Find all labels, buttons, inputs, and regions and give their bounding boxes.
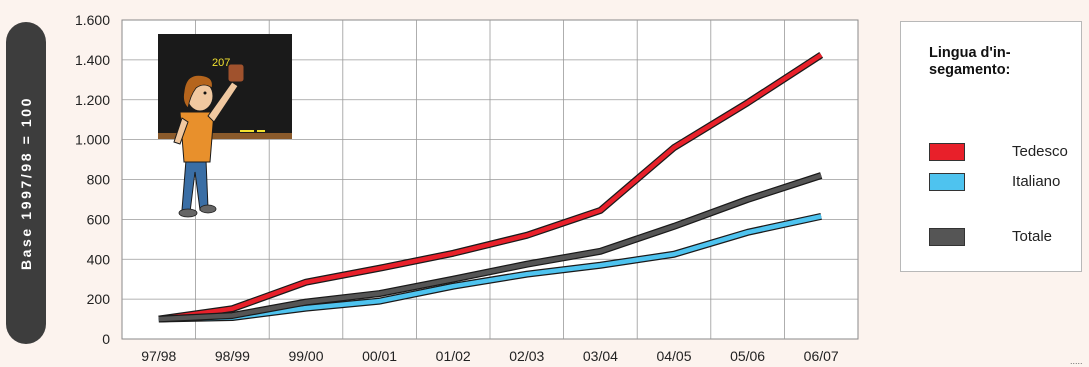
x-tick-label: 02/03	[509, 348, 544, 364]
x-tick-label: 00/01	[362, 348, 397, 364]
footer-mark: .....	[1070, 356, 1083, 366]
x-tick-label: 01/02	[436, 348, 471, 364]
legend-swatch-tedesco	[929, 143, 965, 161]
series-line-totale	[158, 173, 822, 322]
y-tick-labels: 0 200 400 600 800 1.000 1.200 1.400 1.600	[75, 12, 110, 347]
y-tick-label: 200	[87, 291, 111, 307]
x-tick-label: 03/04	[583, 348, 618, 364]
y-tick-label: 1.600	[75, 12, 110, 28]
legend-swatch-italiano	[929, 173, 965, 191]
y-tick-label: 0	[102, 331, 110, 347]
svg-text:207: 207	[212, 57, 230, 69]
y-tick-label: 800	[87, 172, 111, 188]
series-lines	[158, 51, 824, 323]
legend-swatch-totale	[929, 228, 965, 246]
y-tick-label: 600	[87, 211, 111, 227]
legend-label-tedesco: Tedesco	[1012, 143, 1068, 160]
y-tick-label: 1.000	[75, 132, 110, 148]
x-tick-labels: 97/98 98/99 99/00 00/01 01/02 02/03 03/04 04/05…	[141, 348, 839, 364]
legend-label-italiano: Italiano	[1012, 173, 1061, 190]
legend-label-totale: Totale	[1012, 228, 1053, 245]
y-tick-label: 1.200	[75, 92, 110, 108]
x-tick-label: 97/98	[141, 348, 176, 364]
series-line-italiano	[158, 214, 822, 322]
y-tick-label: 1.400	[75, 52, 110, 68]
legend: Lingua d'in-segamento: Tedesco Italiano …	[900, 21, 1082, 272]
x-tick-label: 05/06	[730, 348, 765, 364]
teacher-illustration: 207	[158, 34, 292, 218]
y-tick-label: 400	[87, 251, 111, 267]
y-axis-label-pill	[6, 22, 46, 344]
x-tick-label: 04/05	[656, 348, 691, 364]
series-line-tedesco	[158, 53, 823, 322]
x-tick-label: 06/07	[804, 348, 839, 364]
x-tick-label: 98/99	[215, 348, 250, 364]
legend-title: Lingua d'in-segamento:	[929, 45, 1011, 78]
x-tick-label: 99/00	[288, 348, 323, 364]
